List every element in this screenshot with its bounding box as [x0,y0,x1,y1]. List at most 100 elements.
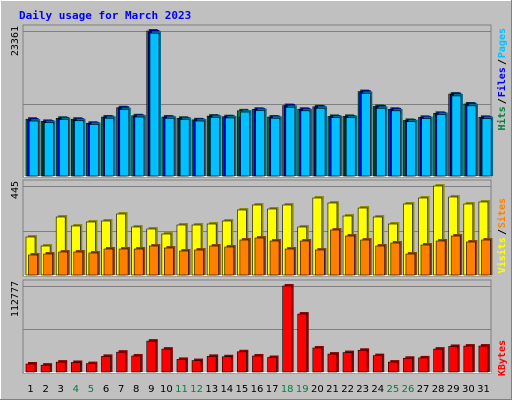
bar-pages-8 [134,116,145,177]
bar-sites-2 [43,253,53,276]
bar-pages-5 [89,124,99,177]
bar-pages-25 [391,110,401,177]
bar-sites-18 [284,248,295,276]
x-tick-label-12: 12 [190,384,203,395]
bar-pages-9 [149,32,160,177]
legend-middle: Sites/ Visits [496,198,508,273]
bar-kbytes-29 [448,346,459,373]
x-tick-label-28: 28 [432,384,445,395]
x-tick-label-5: 5 [88,384,94,395]
bar-kbytes-6 [101,356,111,373]
bar-sites-31 [481,239,491,276]
bar-pages-21 [330,117,341,177]
bar-kbytes-24 [372,355,383,373]
bar-pages-22 [345,117,356,177]
legend-sites: Sites [496,198,508,228]
bar-sites-1 [28,254,38,276]
bar-kbytes-19 [297,313,308,373]
bar-sites-14 [224,246,235,276]
x-tick-label-13: 13 [205,384,218,395]
legend-separator: / [497,98,508,104]
x-tick-label-6: 6 [103,384,109,395]
bar-sites-16 [254,237,265,276]
x-tick-label-3: 3 [58,384,64,395]
bar-pages-27 [421,118,432,177]
bar-kbytes-7 [116,351,126,373]
panel-top: 23361 Pages/Files/Hits [10,24,508,178]
bar-kbytes-25 [388,361,398,373]
x-tick-label-1: 1 [27,384,33,395]
bar-sites-21 [330,229,340,276]
bar-kbytes-17 [267,357,277,373]
bar-kbytes-21 [327,353,338,373]
bar-pages-31 [481,118,492,177]
bar-pages-10 [164,117,175,177]
bar-sites-11 [179,250,189,276]
bar-kbytes-22 [342,352,353,373]
bar-pages-20 [315,108,326,177]
chart-panels: 23361 Pages/Files/Hits445Sites/Visits1127… [10,24,508,376]
legend-hits: Hits [496,106,508,130]
bar-pages-17 [270,117,281,177]
bar-sites-12 [194,249,204,276]
bar-pages-14 [225,117,235,177]
panel-bottom: 112777 KBytes [10,279,508,376]
bar-pages-13 [210,117,220,177]
x-tick-label-9: 9 [148,384,154,395]
bar-sites-29 [450,235,461,276]
panel-middle: 445 Sites/ Visits [10,179,508,277]
bar-kbytes-8 [131,355,141,373]
bar-sites-20 [315,249,325,276]
x-tick-label-19: 19 [296,384,309,395]
x-tick-label-22: 22 [341,384,354,395]
bar-sites-7 [118,248,129,276]
x-tick-label-18: 18 [281,384,294,395]
bar-pages-19 [300,110,311,177]
x-tick-label-25: 25 [387,384,400,395]
bar-kbytes-9 [146,340,157,373]
x-tick-label-31: 31 [477,384,490,395]
bar-kbytes-16 [252,355,262,373]
bar-kbytes-26 [403,357,413,373]
bar-pages-29 [451,95,462,177]
chart-title: Daily usage for March 2023 [19,9,191,22]
bar-sites-8 [133,248,144,276]
bar-kbytes-11 [176,359,187,373]
x-tick-label-20: 20 [311,384,324,395]
bar-kbytes-28 [433,348,443,373]
bar-pages-26 [406,121,416,177]
x-tick-label-8: 8 [133,384,139,395]
bar-kbytes-23 [357,349,368,373]
bar-sites-24 [375,245,386,276]
y-max-label: 23361 [10,26,21,56]
x-tick-label-29: 29 [447,384,460,395]
bar-sites-3 [58,251,68,276]
bar-kbytes-14 [221,356,232,373]
bar-sites-6 [103,248,114,276]
legend-visits: Visits [496,237,508,273]
legend-separator: / [497,229,508,235]
y-max-label: 112777 [10,281,21,317]
bar-pages-24 [376,108,386,177]
bar-sites-19 [299,240,310,276]
bar-pages-3 [59,119,69,177]
bar-sites-27 [420,244,431,276]
bar-sites-4 [73,251,84,276]
bar-kbytes-13 [206,356,217,373]
bar-sites-22 [345,235,355,276]
bar-sites-30 [466,241,476,276]
x-tick-label-4: 4 [73,384,79,395]
bar-pages-18 [285,107,296,177]
legend-kbytes: KBytes [497,340,508,376]
bar-pages-12 [194,120,205,177]
bar-sites-17 [269,240,280,276]
x-tick-label-27: 27 [417,384,430,395]
x-tick-label-11: 11 [175,384,188,395]
bar-kbytes-31 [478,345,489,373]
bar-pages-4 [74,120,84,177]
bar-kbytes-30 [463,345,474,373]
bar-pages-16 [255,110,265,177]
bar-pages-1 [28,120,39,177]
bar-sites-10 [164,247,174,276]
